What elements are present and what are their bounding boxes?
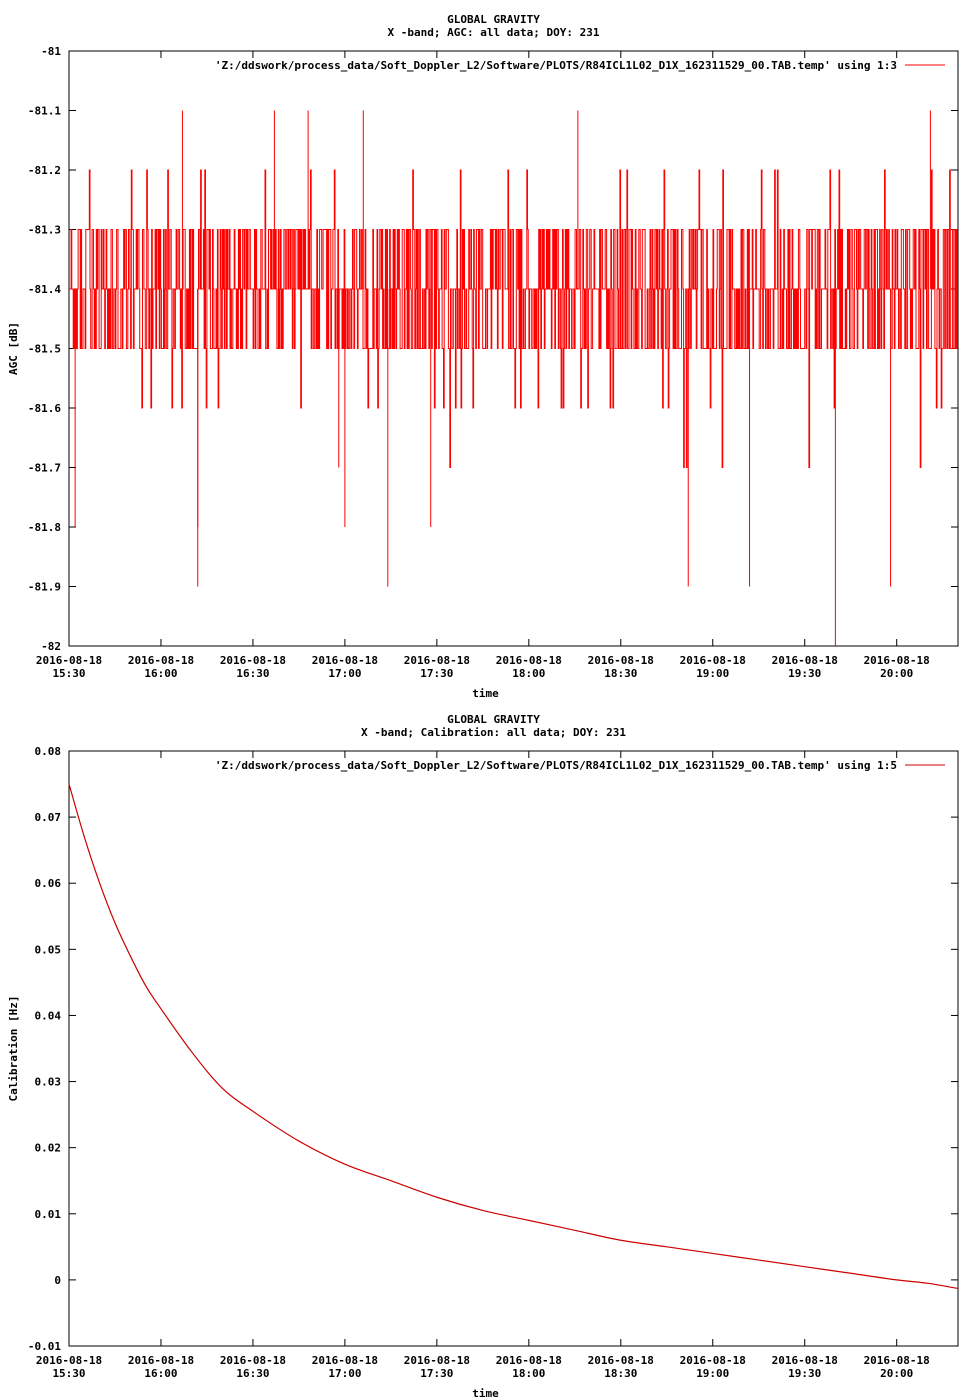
y-axis-label: AGC [dB] [7, 322, 20, 375]
y-tick-label: -81.8 [28, 521, 61, 534]
legend-label: 'Z:/ddswork/process_data/Soft_Doppler_L2… [215, 759, 897, 772]
chart-subtitle: X -band; Calibration: all data; DOY: 231 [361, 726, 626, 739]
x-tick-date: 2016-08-18 [128, 654, 194, 667]
x-axis-label: time [472, 687, 499, 700]
x-tick-date: 2016-08-18 [680, 654, 746, 667]
x-tick-time: 18:00 [512, 1367, 545, 1380]
x-tick-date: 2016-08-18 [312, 654, 378, 667]
x-tick-time: 19:30 [788, 1367, 821, 1380]
x-tick-date: 2016-08-18 [588, 654, 654, 667]
x-tick-time: 17:30 [420, 1367, 453, 1380]
series-line [68, 783, 959, 1290]
x-tick-time: 16:00 [144, 1367, 177, 1380]
chart-subtitle: X -band; AGC: all data; DOY: 231 [388, 26, 600, 39]
x-tick-date: 2016-08-18 [312, 1354, 378, 1367]
x-tick-time: 16:00 [144, 667, 177, 680]
x-tick-time: 19:00 [696, 667, 729, 680]
y-tick-label: -81.1 [28, 105, 61, 118]
x-axis-label: time [472, 1387, 499, 1400]
y-tick-label: 0.05 [35, 943, 62, 956]
x-tick-date: 2016-08-18 [588, 1354, 654, 1367]
y-tick-label: -81.6 [28, 402, 61, 415]
x-tick-time: 16:30 [236, 1367, 269, 1380]
chart-title: GLOBAL GRAVITY [447, 13, 540, 26]
x-tick-date: 2016-08-18 [496, 1354, 562, 1367]
y-tick-label: -82 [41, 640, 61, 653]
x-tick-time: 18:00 [512, 667, 545, 680]
x-tick-date: 2016-08-18 [128, 1354, 194, 1367]
x-tick-date: 2016-08-18 [404, 1354, 470, 1367]
y-tick-label: 0 [54, 1274, 61, 1287]
y-tick-label: 0.06 [35, 877, 62, 890]
plot-frame [68, 750, 959, 1347]
x-tick-time: 17:00 [328, 1367, 361, 1380]
y-tick-label: -81.9 [28, 581, 61, 594]
x-tick-date: 2016-08-18 [496, 654, 562, 667]
y-tick-label: -81.7 [28, 462, 61, 475]
x-tick-date: 2016-08-18 [864, 1354, 930, 1367]
y-tick-label: 0.04 [35, 1009, 62, 1022]
legend-label: 'Z:/ddswork/process_data/Soft_Doppler_L2… [215, 59, 897, 72]
x-tick-date: 2016-08-18 [772, 654, 838, 667]
x-tick-date: 2016-08-18 [772, 1354, 838, 1367]
x-tick-time: 20:00 [880, 667, 913, 680]
x-tick-time: 20:00 [880, 1367, 913, 1380]
y-tick-label: -81.3 [28, 224, 61, 237]
y-tick-label: -81.5 [28, 343, 61, 356]
y-tick-label: 0.03 [35, 1076, 62, 1089]
y-tick-label: -81 [41, 45, 61, 58]
x-tick-date: 2016-08-18 [680, 1354, 746, 1367]
y-tick-label: 0.07 [35, 811, 62, 824]
x-tick-time: 17:30 [420, 667, 453, 680]
y-tick-label: 0.01 [35, 1208, 62, 1221]
y-tick-label: 0.08 [35, 745, 62, 758]
x-tick-date: 2016-08-18 [864, 654, 930, 667]
series-line [69, 169, 958, 468]
y-axis-label: Calibration [Hz] [7, 996, 20, 1102]
x-tick-time: 15:30 [52, 667, 85, 680]
y-tick-label: -0.01 [28, 1340, 61, 1353]
x-tick-date: 2016-08-18 [220, 1354, 286, 1367]
y-tick-label: -81.4 [28, 283, 61, 296]
x-tick-time: 18:30 [604, 667, 637, 680]
x-tick-date: 2016-08-18 [36, 1354, 102, 1367]
x-tick-time: 19:30 [788, 667, 821, 680]
x-tick-date: 2016-08-18 [220, 654, 286, 667]
x-tick-time: 16:30 [236, 667, 269, 680]
x-tick-time: 18:30 [604, 1367, 637, 1380]
x-tick-time: 19:00 [696, 1367, 729, 1380]
x-tick-date: 2016-08-18 [36, 654, 102, 667]
x-tick-date: 2016-08-18 [404, 654, 470, 667]
y-tick-label: -81.2 [28, 164, 61, 177]
x-tick-time: 17:00 [328, 667, 361, 680]
y-tick-label: 0.02 [35, 1142, 62, 1155]
x-tick-time: 15:30 [52, 1367, 85, 1380]
chart-title: GLOBAL GRAVITY [447, 713, 540, 726]
